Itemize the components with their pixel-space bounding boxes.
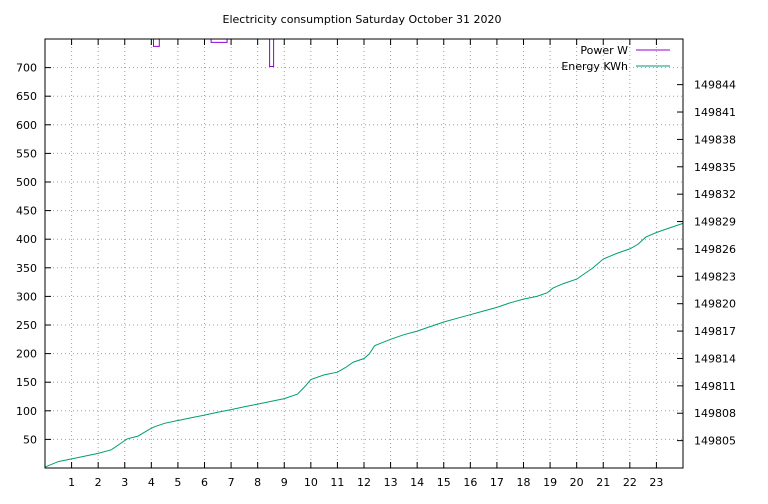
y2-tick-label: 149817	[694, 325, 736, 338]
x-tick-label: 11	[330, 476, 344, 489]
y-tick-label: 600	[16, 119, 37, 132]
x-tick-label: 15	[437, 476, 451, 489]
y-tick-label: 50	[23, 433, 37, 446]
series-layer	[44, 39, 684, 468]
y2-tick-label: 149811	[694, 380, 736, 393]
x-tick-label: 10	[304, 476, 318, 489]
y2-tick-label: 149814	[694, 352, 736, 365]
x-tick-label: 18	[517, 476, 531, 489]
y2-tick-label: 149838	[694, 133, 736, 146]
y-tick-label: 650	[16, 90, 37, 103]
x-tick-label: 22	[623, 476, 637, 489]
x-tick-label: 23	[649, 476, 663, 489]
x-tick-label: 8	[254, 476, 261, 489]
y-tick-label: 450	[16, 205, 37, 218]
legend: Power W Energy KWh	[561, 44, 670, 73]
y2-tick-label: 149805	[694, 435, 736, 448]
x-tick-label: 16	[463, 476, 477, 489]
y-tick-label: 400	[16, 233, 37, 246]
y2-tick-label: 149841	[694, 106, 736, 119]
x-tick-label: 6	[201, 476, 208, 489]
x-tick-label: 13	[384, 476, 398, 489]
y2-tick-label: 149844	[694, 79, 736, 92]
legend-label-energy-kwh: Energy KWh	[561, 60, 628, 73]
legend-label-power-w: Power W	[580, 44, 628, 57]
y-tick-label: 350	[16, 262, 37, 275]
series-line-power-w	[153, 39, 160, 47]
tick-layer: 1 2 3 4 5 6 7 8 9 10 11 12 13 14 15 16 17 18 19 20 21 22 23501…	[16, 39, 736, 489]
y-tick-label: 700	[16, 62, 37, 75]
x-tick-label: 9	[281, 476, 288, 489]
y-tick-label: 100	[16, 405, 37, 418]
series-line-energy-kwh	[44, 222, 684, 468]
x-tick-label: 7	[228, 476, 235, 489]
series-line-power-w	[210, 39, 228, 43]
y2-tick-label: 149823	[694, 270, 736, 283]
x-tick-label: 12	[357, 476, 371, 489]
y-tick-label: 550	[16, 147, 37, 160]
y2-tick-label: 149820	[694, 298, 736, 311]
x-tick-label: 1	[68, 476, 75, 489]
x-tick-label: 21	[596, 476, 610, 489]
series-line-power-w	[269, 39, 275, 67]
y-tick-label: 250	[16, 319, 37, 332]
y-tick-label: 200	[16, 348, 37, 361]
x-tick-label: 4	[148, 476, 155, 489]
y2-tick-label: 149832	[694, 188, 736, 201]
y2-tick-label: 149826	[694, 243, 736, 256]
x-tick-label: 2	[95, 476, 102, 489]
chart-title: Electricity consumption Saturday October…	[223, 13, 502, 26]
x-tick-label: 20	[570, 476, 584, 489]
y-tick-label: 300	[16, 290, 37, 303]
plot-frame	[44, 38, 684, 469]
x-tick-label: 3	[121, 476, 128, 489]
y2-tick-label: 149808	[694, 407, 736, 420]
x-tick-label: 17	[490, 476, 504, 489]
x-tick-label: 14	[410, 476, 424, 489]
y-tick-label: 500	[16, 176, 37, 189]
grid-layer	[45, 39, 683, 468]
x-tick-label: 19	[543, 476, 557, 489]
y2-tick-label: 149829	[694, 216, 736, 229]
y-tick-label: 150	[16, 376, 37, 389]
x-tick-label: 5	[174, 476, 181, 489]
y2-tick-label: 149835	[694, 161, 736, 174]
